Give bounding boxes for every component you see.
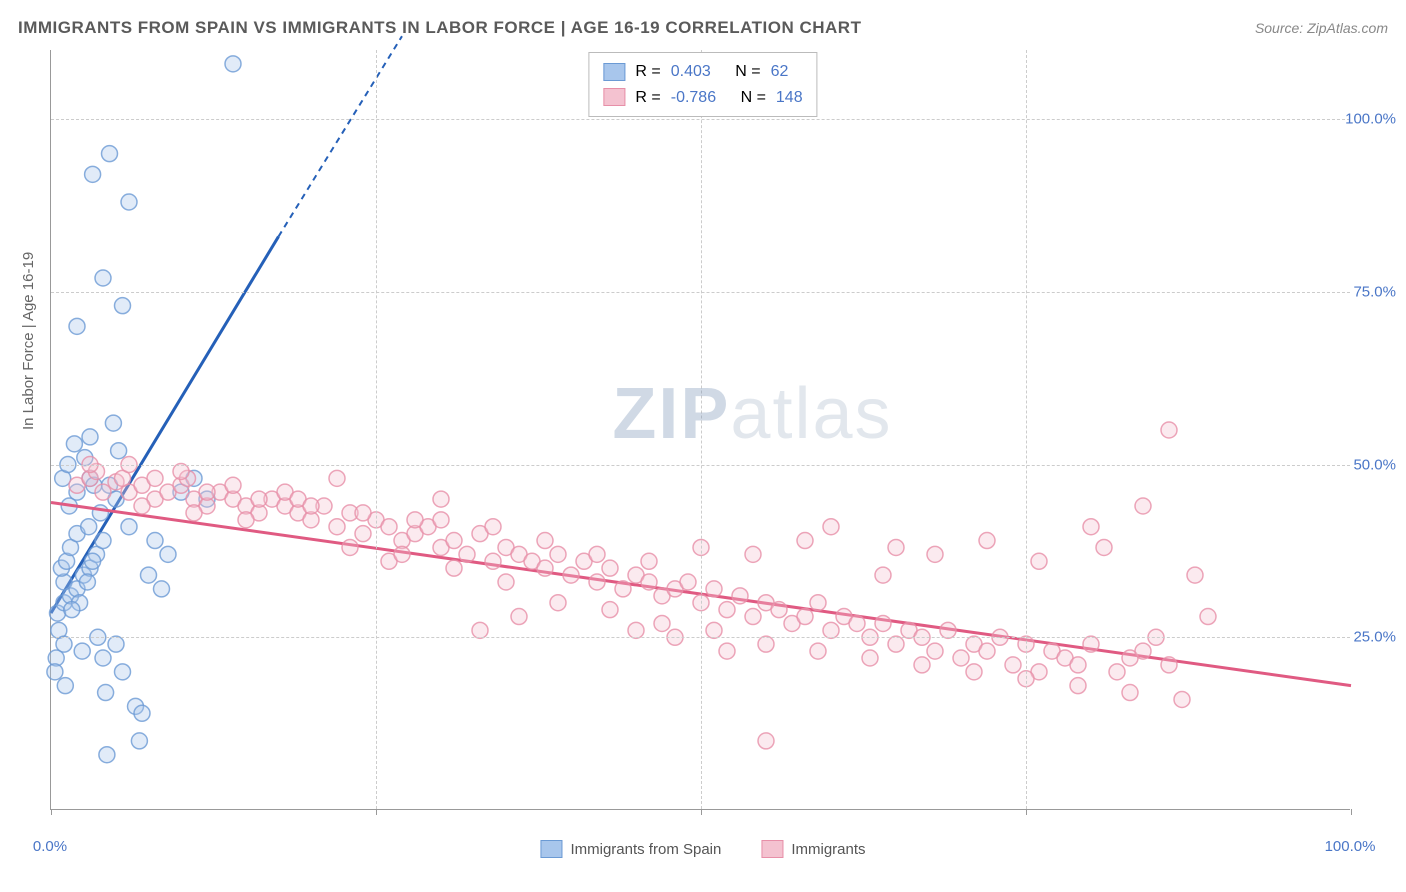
- legend-item-spain: Immigrants from Spain: [540, 840, 721, 858]
- chart-title: IMMIGRANTS FROM SPAIN VS IMMIGRANTS IN L…: [18, 18, 861, 38]
- legend-r-label: R =: [635, 59, 660, 85]
- legend-n-label: N =: [735, 59, 760, 85]
- legend-item-immigrants: Immigrants: [761, 840, 865, 858]
- chart-source: Source: ZipAtlas.com: [1255, 20, 1388, 36]
- legend-r-value-immigrants: -0.786: [671, 85, 716, 111]
- legend-swatch-spain: [603, 63, 625, 81]
- legend-label-immigrants: Immigrants: [791, 841, 865, 858]
- y-tick-label: 75.0%: [1316, 283, 1396, 300]
- legend-swatch-immigrants: [603, 88, 625, 106]
- legend-n-value-immigrants: 148: [776, 85, 803, 111]
- legend-r-value-spain: 0.403: [671, 59, 711, 85]
- legend-n-label: N =: [741, 85, 766, 111]
- legend-stats-row-2: R = -0.786 N = 148: [603, 85, 802, 111]
- legend-stats-row-1: R = 0.403 N = 62: [603, 59, 802, 85]
- legend-label-spain: Immigrants from Spain: [570, 841, 721, 858]
- legend-swatch-immigrants-bottom: [761, 840, 783, 858]
- y-tick-label: 100.0%: [1316, 111, 1396, 128]
- y-tick-label: 25.0%: [1316, 629, 1396, 646]
- chart-plot-area: ZIPatlas: [50, 50, 1350, 810]
- y-axis-label: In Labor Force | Age 16-19: [20, 252, 37, 430]
- legend-n-value-spain: 62: [771, 59, 789, 85]
- chart-header: IMMIGRANTS FROM SPAIN VS IMMIGRANTS IN L…: [18, 18, 1388, 38]
- x-tick-label: 100.0%: [1325, 838, 1376, 855]
- legend-series-box: Immigrants from Spain Immigrants: [540, 840, 865, 858]
- x-tick-label: 0.0%: [33, 838, 67, 855]
- y-tick-label: 50.0%: [1316, 456, 1396, 473]
- legend-swatch-spain-bottom: [540, 840, 562, 858]
- legend-stats-box: R = 0.403 N = 62 R = -0.786 N = 148: [588, 52, 817, 117]
- legend-r-label: R =: [635, 85, 660, 111]
